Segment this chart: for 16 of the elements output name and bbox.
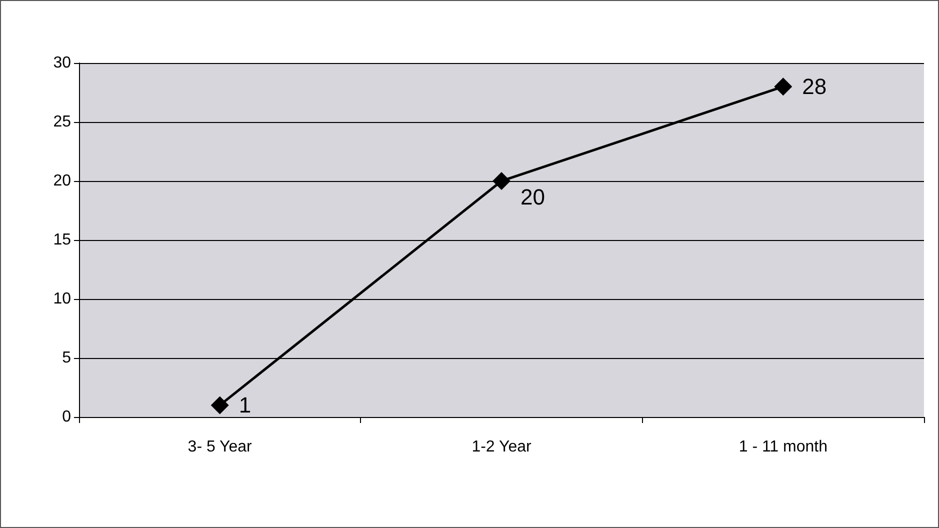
x-tick-label: 1 - 11 month	[738, 438, 828, 456]
data-label: 28	[802, 74, 827, 100]
point	[210, 396, 229, 414]
y-tick-label: 0	[62, 408, 72, 426]
data-label: 1	[238, 392, 252, 418]
data-label: 20	[520, 184, 545, 210]
y-tick-label: 15	[53, 232, 72, 248]
y-tick-label: 25	[53, 114, 72, 130]
y-tick-label: 20	[53, 172, 72, 190]
y-tick-label: 10	[53, 290, 72, 308]
point	[774, 78, 792, 96]
point	[492, 172, 510, 190]
y-tick-label: 5	[62, 350, 72, 366]
x-tick-label: 1-2 Year	[472, 438, 532, 456]
x-tick-label: 3- 5 Year	[188, 438, 253, 456]
y-tick-label: 30	[53, 54, 72, 72]
